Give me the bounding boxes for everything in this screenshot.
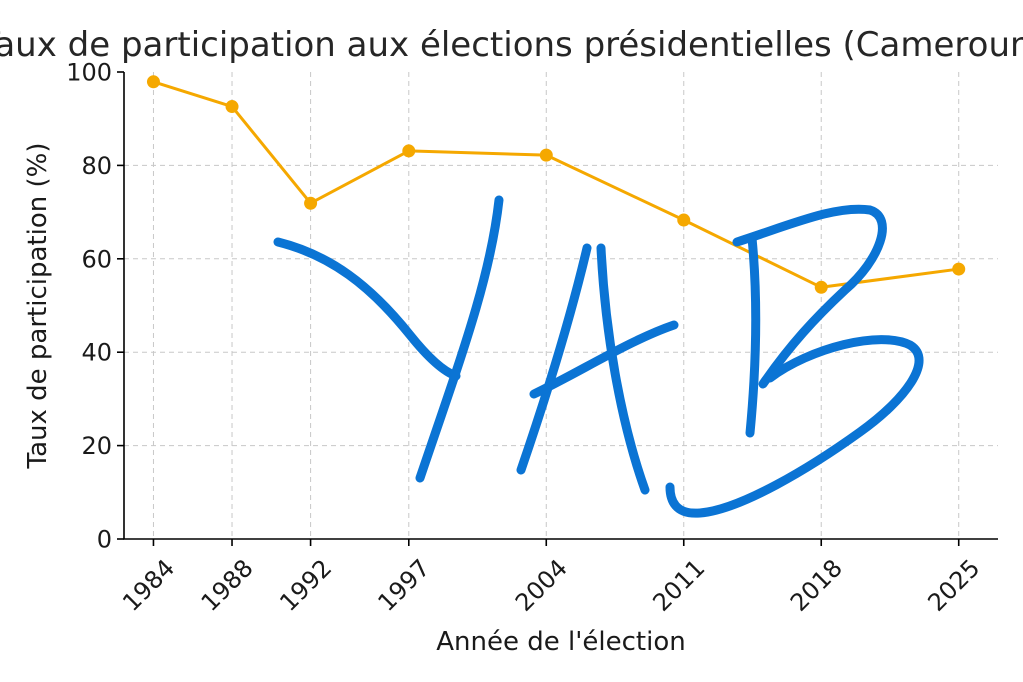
data-point — [225, 100, 239, 114]
letter-y-right-stroke — [415, 195, 504, 483]
x-tick-label: 2025 — [922, 554, 985, 617]
letter-a-crossbar — [529, 320, 679, 399]
data-point — [402, 144, 416, 158]
y-tick-label: 80 — [81, 152, 112, 180]
yab-handwriting-annotation — [273, 195, 924, 518]
data-point — [539, 148, 553, 162]
data-point — [146, 75, 160, 89]
x-tick-label: 1997 — [372, 554, 435, 617]
x-tick-label: 2004 — [510, 554, 573, 617]
x-tick-label: 1988 — [196, 554, 259, 617]
x-tick-label: 2011 — [647, 554, 710, 617]
x-tick-label: 1984 — [117, 554, 180, 617]
data-point — [952, 262, 966, 276]
axes: 0 20 40 60 80 100 1984 1988 1992 1997 2004 2011 2018… — [23, 59, 998, 657]
y-axis-title: Taux de participation (%) — [23, 143, 53, 470]
data-point — [814, 280, 828, 294]
letter-b-lower-bowl — [665, 335, 924, 518]
data-point — [677, 213, 691, 227]
x-tick-label: 1992 — [274, 554, 337, 617]
chart-title: Taux de participation aux élections prés… — [0, 25, 1023, 65]
y-tick-label: 40 — [81, 339, 112, 367]
grid — [124, 72, 998, 539]
axis-spines — [123, 72, 998, 540]
series-layer — [146, 75, 966, 294]
letter-y-left-stroke — [273, 237, 461, 381]
y-tick-label: 0 — [97, 526, 112, 554]
y-tick-label: 20 — [81, 432, 112, 460]
x-axis-title: Année de l'élection — [436, 627, 685, 657]
y-tick-label: 100 — [66, 59, 112, 87]
x-tick-label: 2018 — [785, 554, 848, 617]
series-line — [153, 80, 959, 289]
letter-a-right-stroke — [596, 243, 650, 495]
letter-b-upper-bowl — [732, 204, 887, 389]
letter-a-left-stroke — [516, 243, 592, 475]
letter-b-stem — [745, 233, 761, 438]
y-tick-label: 60 — [81, 245, 112, 273]
data-point — [304, 196, 318, 210]
